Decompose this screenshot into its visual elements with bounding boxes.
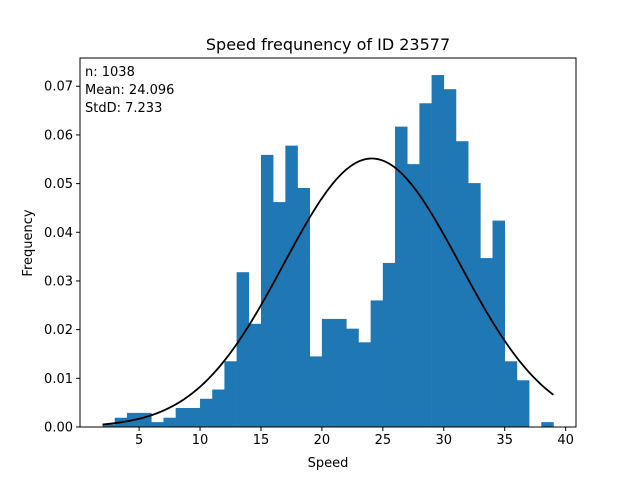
x-tick-label: 10 [192, 433, 209, 448]
y-tick-label: 0.04 [44, 226, 73, 241]
bars-group [102, 75, 554, 428]
histogram-bar [468, 183, 481, 427]
x-tick-label: 25 [375, 433, 392, 448]
histogram-bar [236, 272, 250, 427]
histogram-bar [504, 361, 518, 427]
histogram-bar [297, 187, 311, 427]
histogram-bar [187, 408, 201, 427]
histogram-bar [419, 103, 432, 428]
histogram-bar [212, 389, 225, 427]
histogram-bar [321, 318, 335, 427]
histogram-bar [407, 164, 420, 427]
histogram-bar [480, 258, 493, 427]
x-tick-label: 5 [135, 433, 143, 448]
y-tick-label: 0.00 [44, 421, 73, 436]
histogram-bar [382, 262, 396, 427]
x-tick-label: 30 [436, 433, 453, 448]
y-tick-label: 0.01 [44, 372, 73, 387]
x-tick-label: 20 [314, 433, 331, 448]
histogram-bar [492, 220, 506, 427]
histogram-bar [102, 424, 116, 427]
x-tick-label: 35 [496, 433, 513, 448]
histogram-bar [273, 202, 286, 427]
histogram-bar [309, 356, 323, 427]
histogram-bar [516, 380, 530, 427]
plot-frame [79, 57, 577, 428]
histogram-bar [443, 89, 457, 427]
y-axis-label: Frequency [21, 209, 36, 276]
histogram-bar [248, 323, 262, 427]
stat-n: n: 1038 [85, 65, 135, 80]
histogram-bar [163, 417, 176, 427]
x-axis: 5 10 15 20 25 30 35 40 [135, 427, 574, 448]
x-axis-label: Speed [308, 456, 349, 471]
chart-title: Speed frequnency of ID 23577 [206, 35, 450, 54]
histogram-bar [334, 318, 347, 427]
histogram-bar [285, 145, 298, 427]
y-tick-label: 0.02 [44, 323, 73, 338]
histogram-bar [455, 141, 469, 428]
histogram-bar [224, 361, 237, 427]
stat-std: StdD: 7.233 [85, 101, 162, 116]
histogram-bar [358, 342, 371, 427]
x-tick-label: 40 [557, 433, 574, 448]
histogram-bar [541, 422, 554, 427]
histogram-bar [151, 422, 164, 427]
y-tick-label: 0.03 [44, 274, 73, 289]
y-axis: 0.00 0.01 0.02 0.03 0.04 0.05 0.06 0.07 [44, 80, 80, 436]
histogram-bar [175, 408, 189, 427]
y-tick-label: 0.07 [44, 80, 73, 95]
histogram-bar [200, 398, 213, 427]
y-tick-label: 0.06 [44, 128, 73, 143]
x-tick-label: 15 [253, 433, 270, 448]
histogram-bar [395, 126, 408, 427]
histogram-bar [431, 75, 445, 427]
histogram-bar [260, 154, 274, 427]
histogram-bar [346, 328, 359, 427]
normal-fit-curve [102, 157, 554, 426]
histogram-bar [370, 300, 384, 427]
stat-mean: Mean: 24.096 [85, 83, 174, 98]
y-tick-label: 0.05 [44, 177, 73, 192]
